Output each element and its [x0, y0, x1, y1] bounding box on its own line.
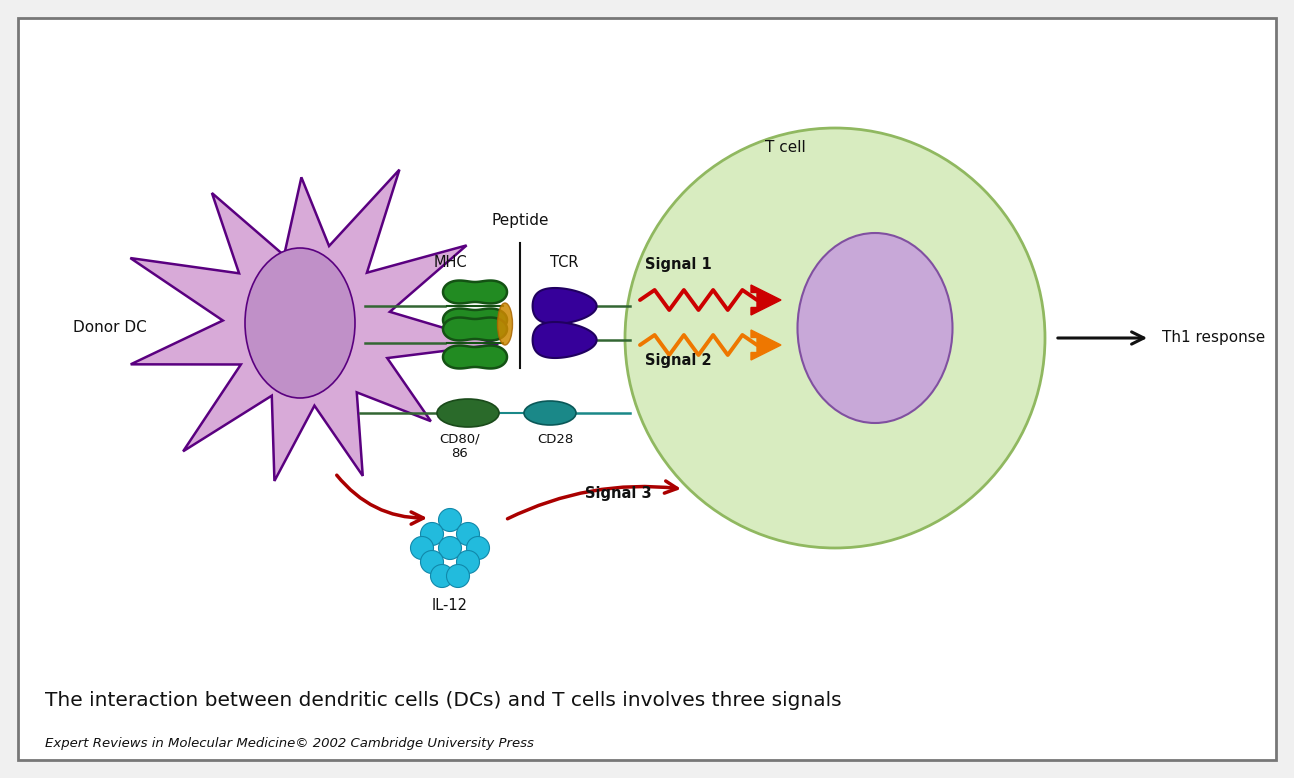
Polygon shape [443, 345, 507, 369]
Ellipse shape [797, 233, 952, 423]
Circle shape [467, 537, 489, 559]
Ellipse shape [245, 248, 355, 398]
Polygon shape [533, 288, 597, 324]
Text: CD80/
86: CD80/ 86 [440, 433, 480, 460]
FancyArrowPatch shape [507, 481, 677, 519]
Polygon shape [443, 317, 507, 341]
Polygon shape [443, 281, 507, 303]
Ellipse shape [437, 399, 499, 427]
Circle shape [421, 523, 444, 545]
FancyArrowPatch shape [336, 475, 423, 524]
Text: IL-12: IL-12 [432, 598, 468, 613]
Circle shape [625, 128, 1046, 548]
Circle shape [439, 509, 462, 531]
Text: Signal 3: Signal 3 [585, 485, 652, 500]
Circle shape [421, 551, 444, 573]
Circle shape [457, 523, 480, 545]
Text: Th1 response: Th1 response [1162, 331, 1266, 345]
Circle shape [439, 537, 462, 559]
Polygon shape [533, 322, 597, 358]
Circle shape [457, 551, 480, 573]
Text: Peptide: Peptide [492, 213, 549, 228]
Ellipse shape [524, 401, 576, 425]
Text: T cell: T cell [765, 140, 805, 155]
Text: Signal 1: Signal 1 [644, 257, 712, 272]
Circle shape [446, 565, 470, 587]
Text: Signal 2: Signal 2 [644, 353, 712, 368]
FancyBboxPatch shape [18, 18, 1276, 760]
Text: CD28: CD28 [537, 433, 573, 446]
Text: TCR: TCR [550, 255, 578, 270]
FancyArrow shape [751, 285, 782, 315]
Ellipse shape [497, 303, 512, 345]
Polygon shape [443, 309, 507, 331]
Circle shape [410, 537, 433, 559]
Polygon shape [131, 170, 498, 481]
Text: Expert Reviews in Molecular Medicine© 2002 Cambridge University Press: Expert Reviews in Molecular Medicine© 20… [45, 737, 534, 749]
Text: The interaction between dendritic cells (DCs) and T cells involves three signals: The interaction between dendritic cells … [45, 691, 841, 710]
FancyArrow shape [751, 330, 782, 360]
Text: Donor DC: Donor DC [74, 321, 148, 335]
Circle shape [431, 565, 453, 587]
Text: MHC: MHC [433, 255, 467, 270]
